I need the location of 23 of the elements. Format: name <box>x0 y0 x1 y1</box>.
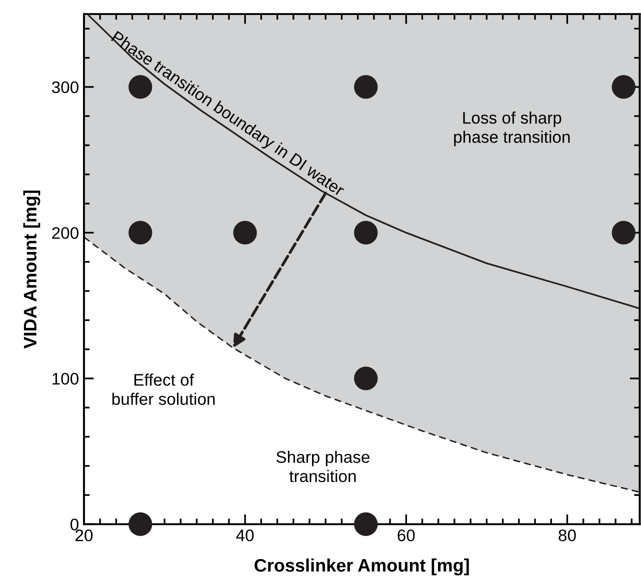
point <box>128 220 152 245</box>
point <box>233 220 257 245</box>
annotation: Effect of buffer solution <box>112 374 215 405</box>
x-axis-title: Crosslinker Amount [mg] <box>254 558 469 576</box>
point <box>354 512 378 536</box>
point <box>354 220 378 245</box>
point <box>612 220 636 245</box>
point <box>354 75 378 99</box>
annotation: Loss of sharp phase transition <box>454 112 570 146</box>
y-tick-label: 0 <box>70 518 78 530</box>
point <box>354 366 378 390</box>
y-axis-title: VIDA Amount [mg] <box>23 190 40 349</box>
x-tick-label: 80 <box>558 529 576 542</box>
point <box>612 75 636 99</box>
y-tick-label: 100 <box>52 372 78 385</box>
x-tick-label: 60 <box>398 529 415 542</box>
x-tick-label: 40 <box>236 529 254 542</box>
y-tick-label: 200 <box>52 227 78 239</box>
point <box>128 75 152 99</box>
x-tick-label: 20 <box>76 529 93 542</box>
annotation: Sharp phase transition <box>276 450 370 482</box>
point <box>128 512 152 536</box>
y-tick-label: 300 <box>52 81 78 94</box>
